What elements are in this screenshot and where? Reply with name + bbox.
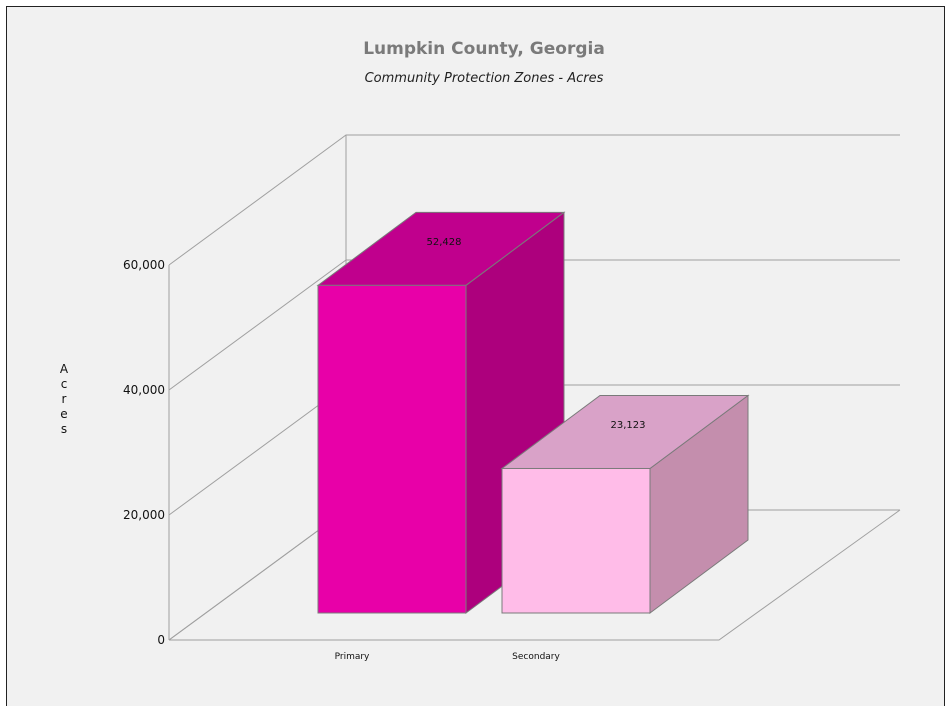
chart-subtitle: Community Protection Zones - Acres	[365, 71, 604, 86]
data-label: 52,428	[427, 237, 462, 248]
y-tick-label: 20,000	[123, 508, 165, 522]
chart-title: Lumpkin County, Georgia	[363, 39, 605, 59]
y-tick-label: 0	[157, 633, 165, 647]
chart-svg: Lumpkin County, Georgia Community Protec…	[60, 39, 901, 662]
data-labels: 52,428 23,123	[427, 237, 646, 431]
gridline	[168, 259, 900, 391]
y-tick-label: 40,000	[123, 383, 165, 397]
bars	[316, 211, 750, 614]
gridline	[168, 134, 900, 266]
x-tick-labels: Primary Secondary	[335, 652, 561, 662]
bar-secondary	[500, 394, 750, 614]
chart-frame: Lumpkin County, Georgia Community Protec…	[6, 6, 945, 706]
x-tick-label: Primary	[335, 652, 370, 662]
bar-front-face	[501, 467, 651, 614]
bar-front-face	[317, 284, 467, 614]
data-label: 23,123	[611, 420, 646, 431]
y-tick-labels: 0 20,000 40,000 60,000	[123, 258, 165, 647]
y-tick-label: 60,000	[123, 258, 165, 272]
floor-front-edge	[169, 509, 901, 641]
x-tick-label: Secondary	[512, 652, 560, 662]
bar-primary	[316, 211, 566, 614]
